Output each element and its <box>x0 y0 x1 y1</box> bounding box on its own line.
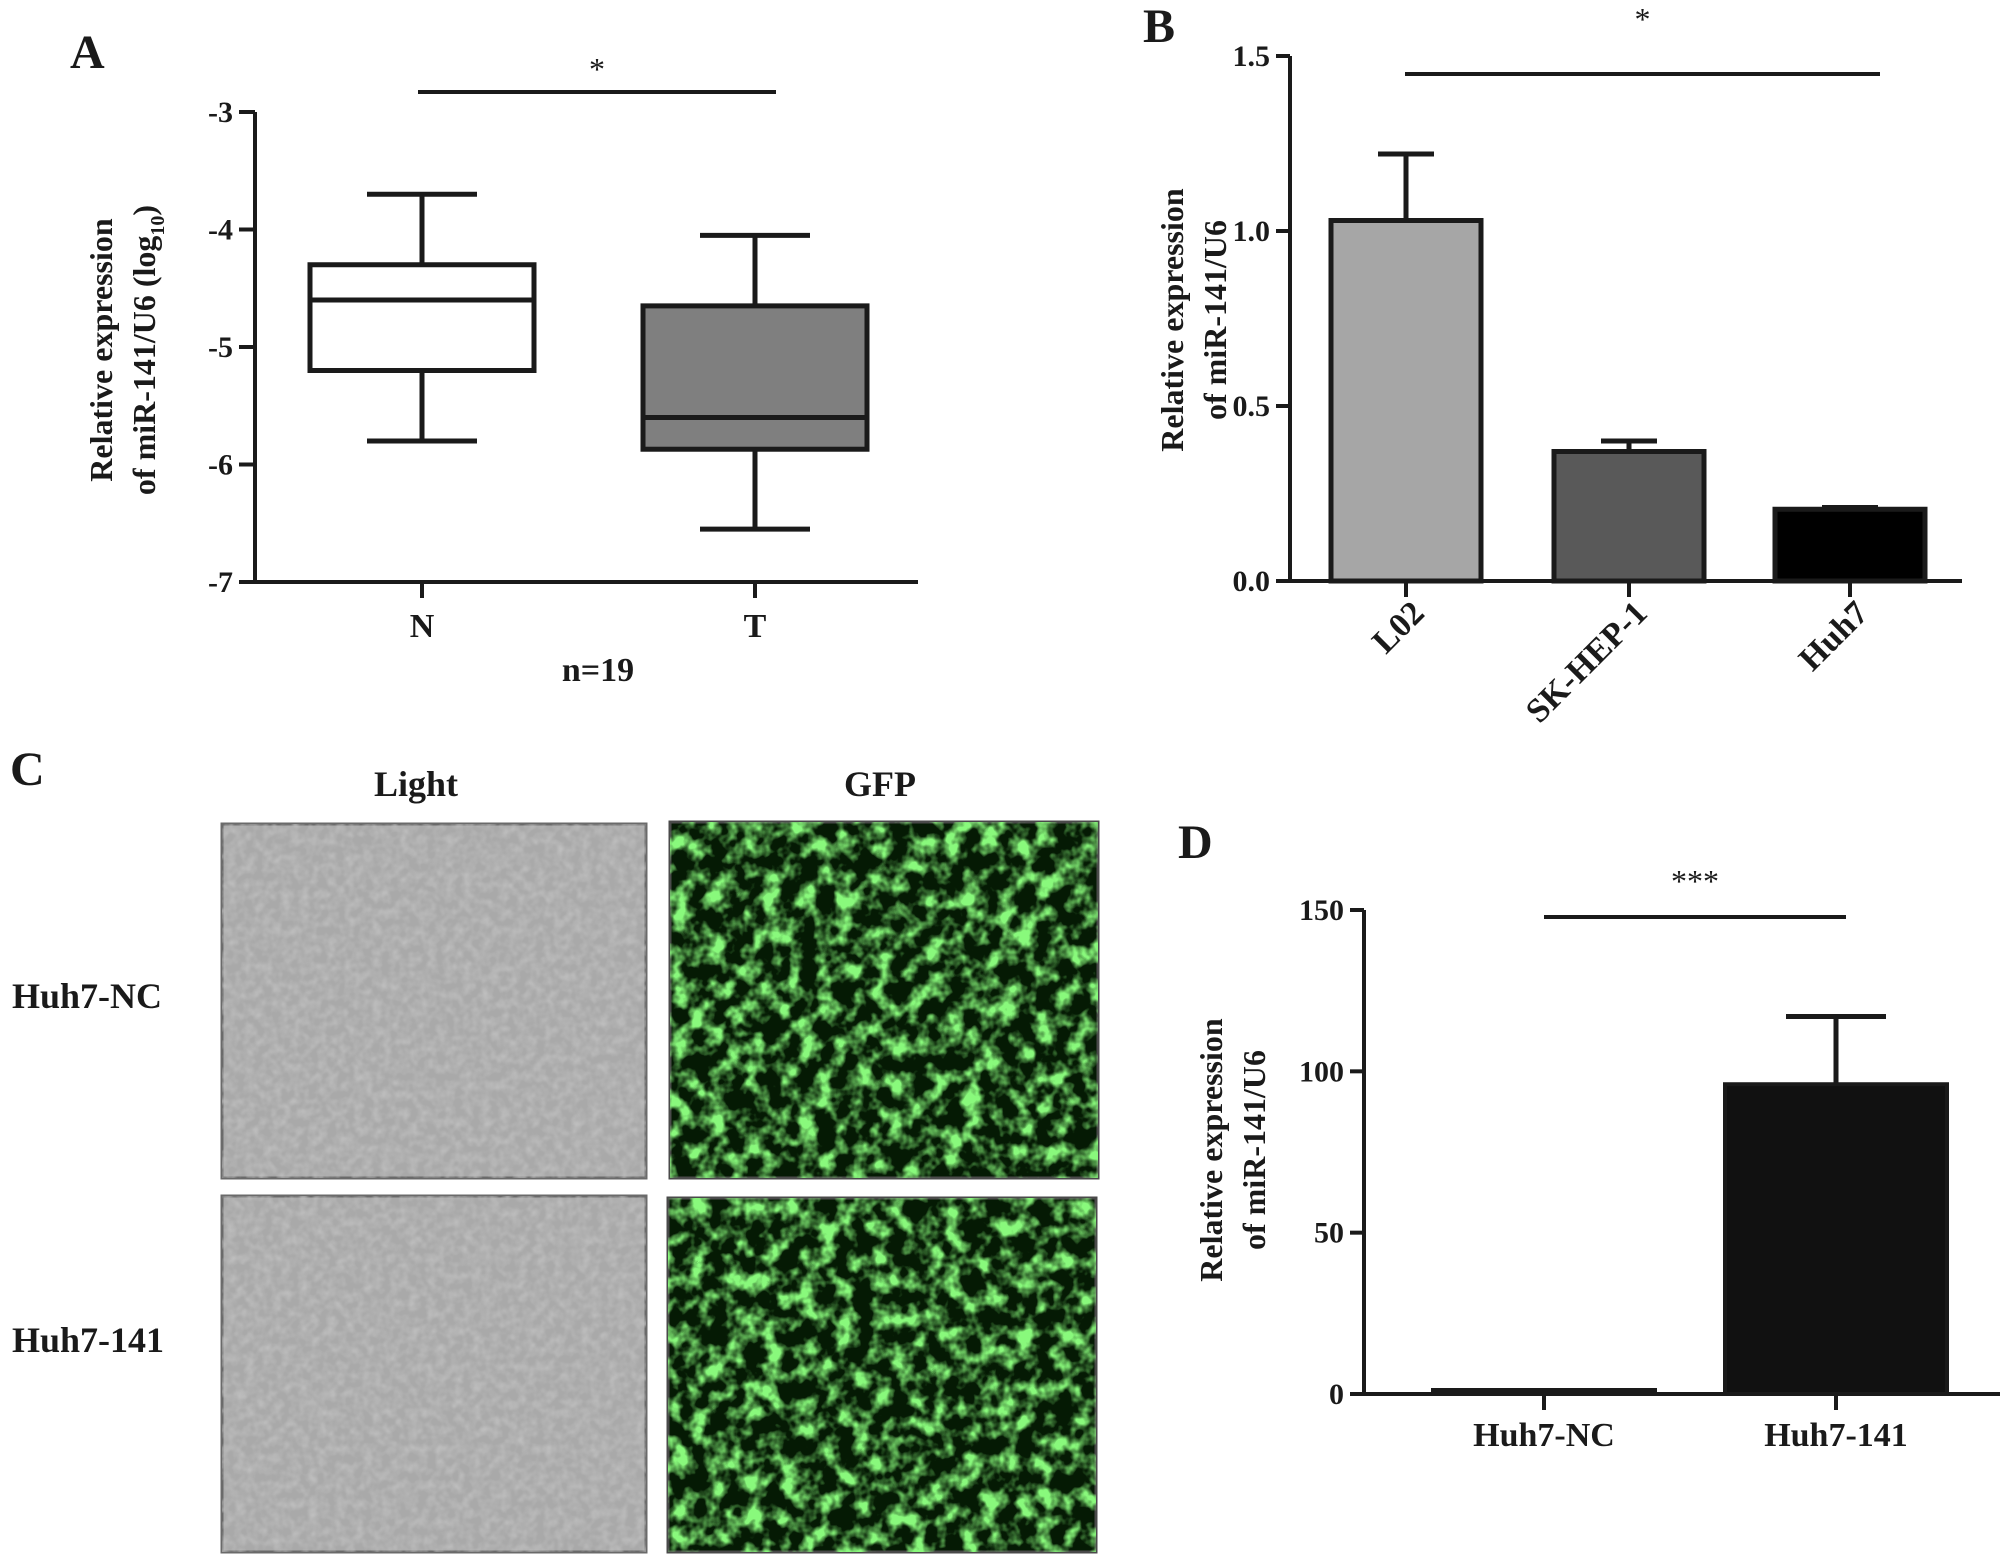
bar-huh7 <box>1772 505 1928 584</box>
y-axis-label: Relative expression of miR-141/U6 <box>1193 1018 1272 1282</box>
significance-label: * <box>1635 1 1651 37</box>
panel-a: A -3 -4 -5 -6 -7 Relative expression of miR-… <box>70 26 918 689</box>
y-axis-label-line2: of miR-141/U6 (log10) <box>126 205 169 495</box>
bar <box>1723 1082 1949 1396</box>
significance-label: * <box>589 51 605 87</box>
micrograph-light-nc <box>220 822 648 1180</box>
box-body <box>640 303 870 452</box>
column-header-gfp: GFP <box>844 764 916 804</box>
significance-label: *** <box>1671 863 1719 899</box>
panel-c: C Light GFP Huh7-NC Huh7-141 <box>10 743 1100 1554</box>
micrograph-light-141 <box>220 1194 648 1554</box>
y-axis-label: Relative expression of miR-141/U6 (log10… <box>83 205 169 495</box>
x-category-label: Huh7-141 <box>1764 1417 1908 1454</box>
y-axis-label-line1: Relative expression <box>1193 1018 1229 1282</box>
panel-d: D 0 50 100 150 Relative expression of miR-1… <box>1178 816 2000 1454</box>
y-axis-label-line1: Relative expression <box>1154 188 1190 452</box>
bar-huh7-141 <box>1723 1013 1949 1396</box>
panel-letter-d: D <box>1178 816 1213 869</box>
x-category-label: Huh7 <box>1792 594 1876 678</box>
y-tick-label: 50 <box>1314 1217 1344 1250</box>
x-category-label: N <box>410 608 435 645</box>
bar <box>1772 506 1928 584</box>
panel-letter-a: A <box>70 26 105 79</box>
panel-letter-b: B <box>1143 0 1175 53</box>
bar <box>1551 449 1707 584</box>
x-category-label: Huh7-NC <box>1473 1417 1615 1454</box>
bar-l02 <box>1328 151 1484 584</box>
y-tick-label: 100 <box>1299 1055 1344 1088</box>
y-tick-label: -3 <box>208 96 233 129</box>
y-tick-label: -6 <box>208 449 233 482</box>
y-tick-label: -4 <box>208 214 233 247</box>
y-tick-label: 0 <box>1329 1378 1344 1411</box>
panel-b: B 0.0 0.5 1.0 1.5 Relative expression of mi… <box>1143 0 1962 730</box>
y-tick-label: 1.5 <box>1233 40 1271 73</box>
y-tick-label: 150 <box>1299 894 1344 927</box>
bar-sk-hep-1 <box>1551 438 1707 584</box>
box-body <box>307 262 537 373</box>
y-tick-label: 1.0 <box>1233 215 1271 248</box>
micrograph-gfp-nc <box>668 820 1100 1180</box>
y-tick-label: 0.5 <box>1233 390 1271 423</box>
column-header-light: Light <box>374 764 458 804</box>
y-axis-label: Relative expression of miR-141/U6 <box>1154 188 1233 452</box>
row-label-huh7-nc: Huh7-NC <box>12 976 162 1016</box>
bar <box>1328 218 1484 584</box>
y-tick-label: -7 <box>208 566 233 599</box>
y-tick-label: -5 <box>208 331 233 364</box>
sample-size-note: n=19 <box>562 652 634 689</box>
y-axis-label-line2: of miR-141/U6 <box>1236 1050 1272 1250</box>
panel-letter-c: C <box>10 743 45 796</box>
x-category-label: L02 <box>1365 594 1431 660</box>
x-category-label: SK-HEP-1 <box>1519 594 1655 730</box>
y-tick-label: 0.0 <box>1233 565 1271 598</box>
y-axis-label-line1: Relative expression <box>83 218 119 482</box>
box-t <box>640 232 870 532</box>
box-n <box>307 191 537 444</box>
x-category-label: T <box>744 608 767 645</box>
micrograph-gfp-141 <box>666 1196 1098 1554</box>
y-axis-label-line2: of miR-141/U6 <box>1197 220 1233 420</box>
row-label-huh7-141: Huh7-141 <box>12 1320 164 1360</box>
